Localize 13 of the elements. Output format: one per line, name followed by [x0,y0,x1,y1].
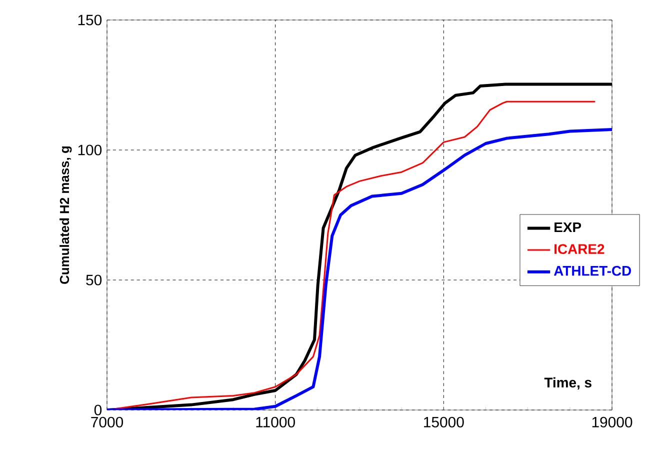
y-axis-title: Cumulated H2 mass, g [60,146,72,284]
legend-label: ICARE2 [554,244,604,254]
y-tick-label: 0 [94,404,102,416]
y-tick-label: 50 [86,274,102,286]
legend-label: ATHLET-CD [554,266,632,276]
y-tick-label: 100 [78,144,102,156]
x-tick-label: 7000 [91,416,124,428]
x-tick-label: 15000 [424,416,464,428]
x-tick-label: 11000 [256,416,295,428]
y-tick-label: 150 [78,14,102,26]
x-axis-title: Time, s [544,377,592,390]
x-tick-label: 19000 [592,416,632,428]
legend-label: EXP [554,222,582,232]
